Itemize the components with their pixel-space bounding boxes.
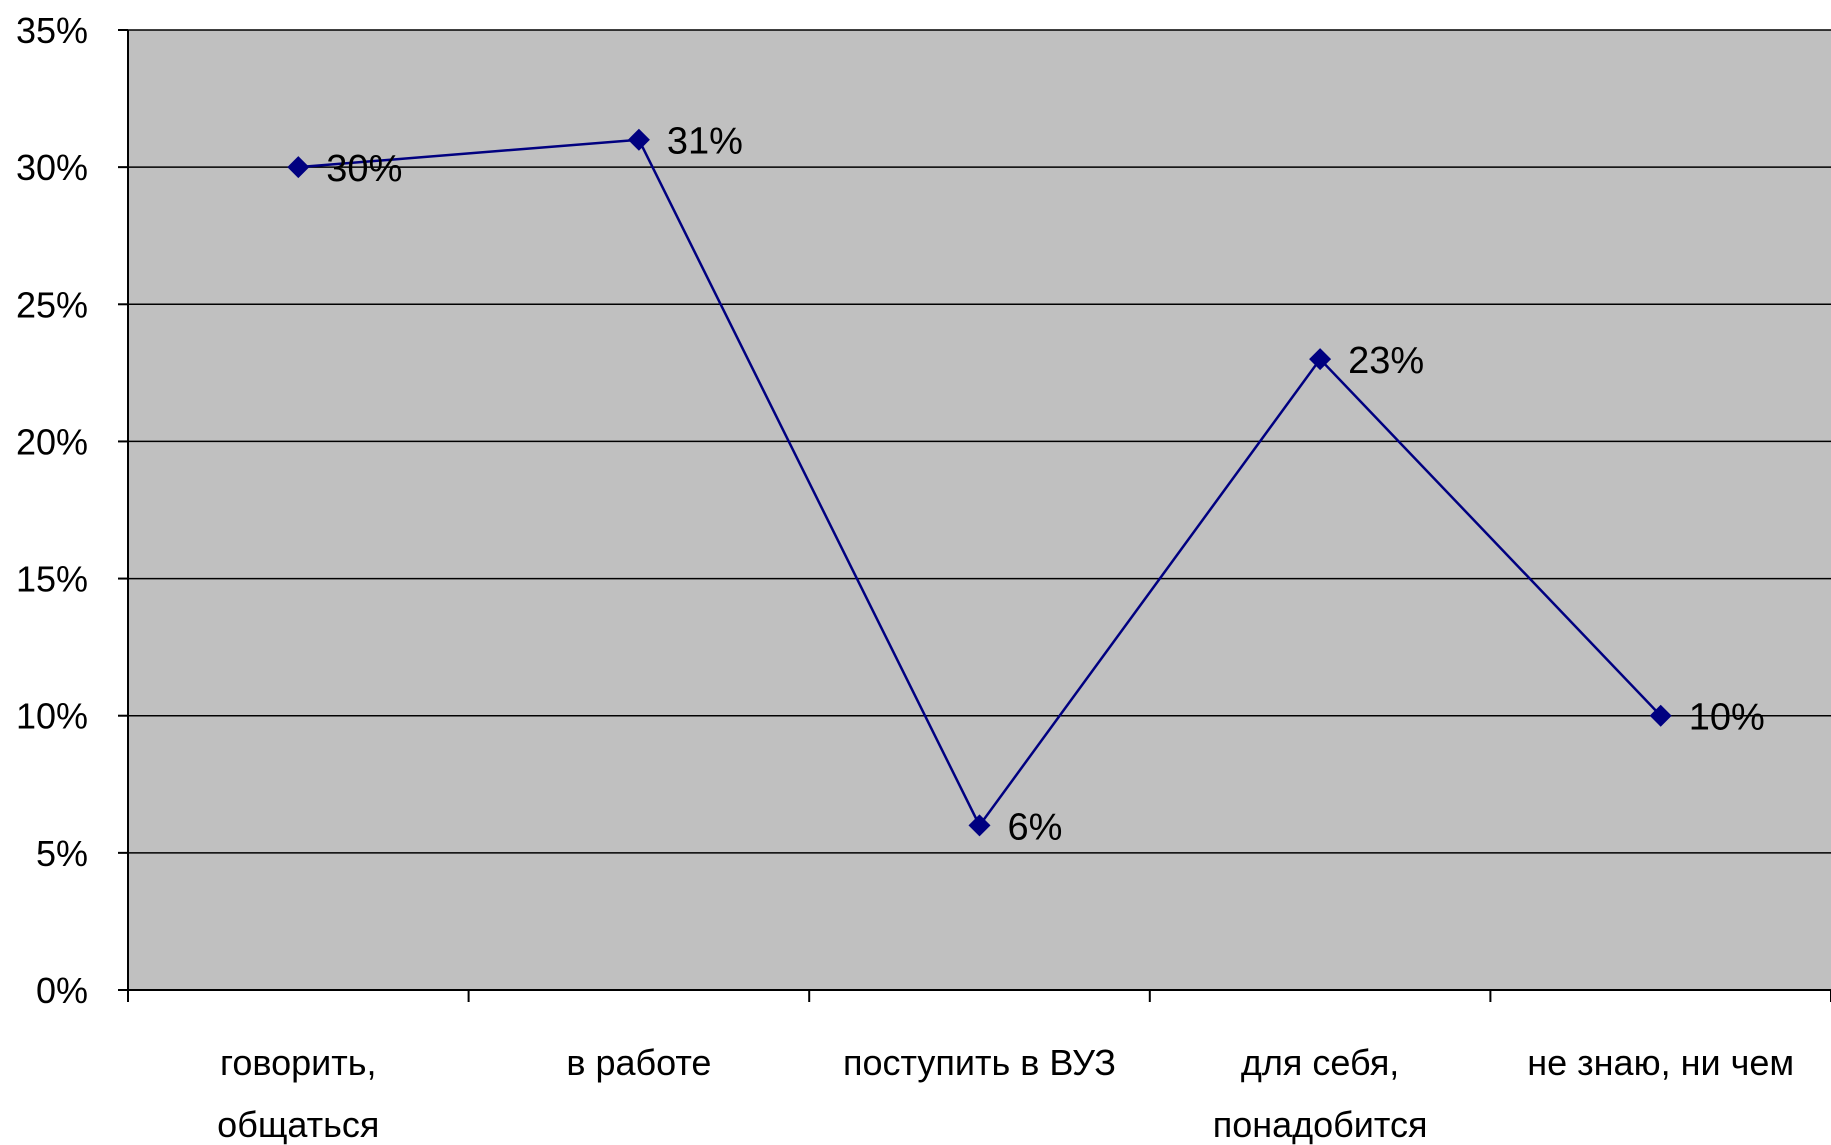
data-point-0 <box>287 156 310 179</box>
x-category-label-4: не знаю, ни чем <box>1527 1042 1794 1083</box>
data-labels: 30% 31% 6% 23% 10% <box>326 121 1764 849</box>
x-axis-category-labels: говорить, общаться в работе поступить в ВУЗ… <box>217 1042 1794 1145</box>
x-category-label-0: говорить, общаться <box>217 1042 379 1145</box>
y-tick-label-5: 25% <box>16 284 88 325</box>
x-category-label-line: в работе <box>566 1042 711 1083</box>
x-category-label-line: поступить в ВУЗ <box>843 1042 1116 1083</box>
x-category-label-3: для себя, понадобится <box>1213 1042 1428 1145</box>
data-point-2 <box>968 814 991 837</box>
axes <box>118 29 1831 1002</box>
x-category-label-line: общаться <box>217 1104 379 1145</box>
data-label-3: 23% <box>1348 340 1424 382</box>
y-tick-label-2: 10% <box>16 696 88 737</box>
gridlines <box>128 29 1831 854</box>
data-label-1: 31% <box>667 121 743 163</box>
data-label-0: 30% <box>326 148 402 190</box>
x-category-label-line: говорить, <box>220 1042 376 1083</box>
x-category-label-line: понадобится <box>1213 1104 1428 1145</box>
x-category-label-line: для себя, <box>1241 1042 1399 1083</box>
data-label-4: 10% <box>1689 697 1765 739</box>
y-tick-label-3: 15% <box>16 559 88 600</box>
data-point-3 <box>1309 348 1332 371</box>
x-category-label-2: поступить в ВУЗ <box>843 1042 1116 1083</box>
data-point-1 <box>627 128 650 151</box>
y-tick-label-1: 5% <box>36 833 88 874</box>
y-tick-label-6: 30% <box>16 147 88 188</box>
x-category-label-line: не знаю, ни чем <box>1527 1042 1794 1083</box>
y-tick-label-4: 20% <box>16 421 88 462</box>
y-tick-label-0: 0% <box>36 970 88 1011</box>
y-axis-tick-labels: 0% 5% 10% 15% 20% 25% 30% 35% <box>16 10 88 1011</box>
x-category-label-1: в работе <box>566 1042 711 1083</box>
series-markers <box>287 128 1672 837</box>
y-tick-label-7: 35% <box>16 10 88 51</box>
data-label-2: 6% <box>1008 806 1063 848</box>
data-point-4 <box>1649 704 1672 727</box>
